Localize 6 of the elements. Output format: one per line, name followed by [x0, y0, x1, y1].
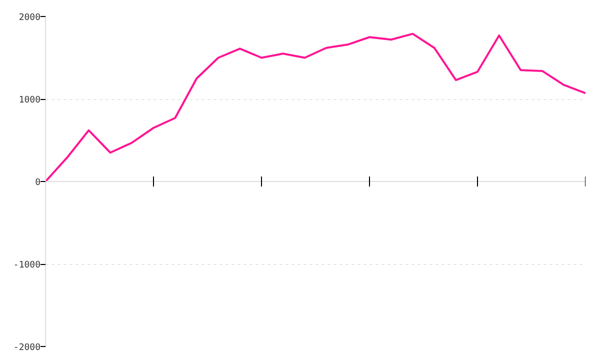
y-tick-label: 0	[35, 178, 41, 188]
y-tick-label: 2000	[18, 13, 41, 23]
y-tick-label: -1000	[13, 260, 40, 270]
y-tick-label: 1000	[18, 96, 41, 106]
y-tick-label: -2000	[13, 343, 40, 353]
line-series	[46, 32, 586, 182]
